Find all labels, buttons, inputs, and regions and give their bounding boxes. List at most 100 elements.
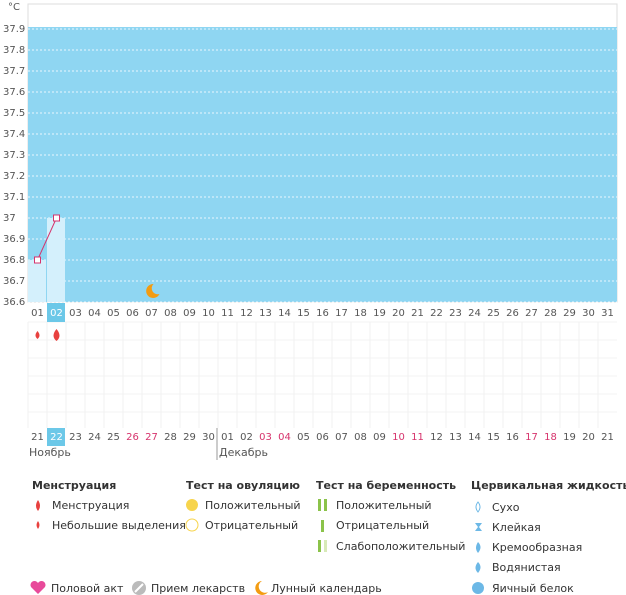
date-label: 11	[411, 432, 424, 443]
date-label: 24	[88, 432, 101, 443]
date-label: 14	[468, 432, 481, 443]
y-tick-label: 37.3	[3, 150, 25, 161]
y-tick-label: 37.1	[3, 192, 25, 203]
icon	[30, 580, 46, 594]
legend-title: Менструация	[32, 479, 116, 492]
selected-day	[47, 303, 65, 322]
legend-item: Менструация	[52, 499, 129, 512]
date-label: 08	[354, 432, 367, 443]
legend-item: Половой акт	[51, 582, 124, 595]
y-tick-label: 36.6	[3, 297, 25, 308]
legend-item: Клейкая	[492, 521, 541, 534]
icon	[318, 540, 321, 552]
y-tick-label: 37.2	[3, 171, 25, 182]
legend-item: Отрицательный	[205, 519, 298, 532]
date-label: 23	[69, 432, 82, 443]
x-tick-label: 23	[449, 308, 462, 319]
legend: Менструация Менструация Небольшие выделе…	[30, 479, 626, 595]
x-tick-label: 18	[354, 308, 367, 319]
legend-item: Водянистая	[492, 561, 561, 574]
x-tick-label: 16	[316, 308, 329, 319]
date-label: 06	[316, 432, 329, 443]
date-label: 15	[487, 432, 500, 443]
icon	[185, 518, 199, 532]
date-label: 25	[107, 432, 120, 443]
x-tick-label: 29	[563, 308, 576, 319]
x-tick-label: 14	[278, 308, 291, 319]
temp-point	[34, 256, 41, 264]
legend-item: Яичный белок	[492, 582, 574, 595]
icon	[318, 499, 321, 511]
y-tick-label: 37.9	[3, 24, 25, 35]
x-tick-label: 30	[582, 308, 595, 319]
x-tick-label: 19	[373, 308, 386, 319]
selected-date	[47, 428, 65, 446]
icon	[472, 582, 484, 594]
date-label: 01	[221, 432, 234, 443]
icon	[324, 540, 327, 552]
temp-line	[37, 217, 57, 261]
icon	[255, 581, 268, 595]
legend-item: Положительный	[205, 499, 301, 512]
date-label: 29	[183, 432, 196, 443]
icon	[36, 500, 40, 511]
x-tick-label: 08	[164, 308, 177, 319]
x-tick-label: 07	[145, 308, 158, 319]
month-label: Ноябрь	[29, 446, 71, 459]
icon	[134, 583, 144, 593]
icon	[321, 520, 324, 532]
legend-item: Слабоположительный	[336, 540, 465, 553]
date-label: 26	[126, 432, 139, 443]
date-label: 16	[506, 432, 519, 443]
date-label: 28	[164, 432, 177, 443]
legend-item: Небольшие выделения	[52, 519, 186, 532]
date-label: 21	[31, 432, 44, 443]
legend-item: Прием лекарств	[151, 582, 245, 595]
legend-item: Лунный календарь	[271, 582, 382, 595]
y-tick-label: 37.5	[3, 108, 25, 119]
temp-point	[53, 214, 60, 222]
date-label: 07	[335, 432, 348, 443]
y-tick-label: 36.8	[3, 255, 25, 266]
legend-title: Цервикальная жидкость	[471, 479, 626, 492]
legend-item: Отрицательный	[336, 519, 429, 532]
y-tick-label: 36.9	[3, 234, 25, 245]
date-label: 04	[278, 432, 291, 443]
icon	[324, 499, 327, 511]
plot-area	[28, 27, 617, 302]
temp-bar	[47, 218, 65, 302]
x-tick-label: 11	[221, 308, 234, 319]
y-tick-label: 37	[3, 213, 16, 224]
x-tick-label: 31	[601, 308, 614, 319]
x-tick-label: 12	[240, 308, 253, 319]
legend-title: Тест на овуляцию	[186, 479, 300, 492]
x-tick-label: 24	[468, 308, 481, 319]
date-label: 19	[563, 432, 576, 443]
icon	[475, 501, 481, 513]
x-tick-label: 01	[31, 308, 44, 319]
temp-bar	[28, 260, 46, 302]
y-tick-label: 37.6	[3, 87, 25, 98]
x-tick-label: 10	[202, 308, 215, 319]
date-label: 22	[50, 432, 63, 443]
x-tick-label: 13	[259, 308, 272, 319]
x-tick-label: 03	[69, 308, 82, 319]
icon	[475, 523, 482, 531]
legend-item: Положительный	[336, 499, 432, 512]
x-tick-label: 15	[297, 308, 310, 319]
legend-title: Тест на беременность	[316, 479, 456, 492]
date-label: 02	[240, 432, 253, 443]
x-tick-label: 09	[183, 308, 196, 319]
unit: °C	[8, 2, 20, 13]
date-label: 13	[449, 432, 462, 443]
date-label: 10	[392, 432, 405, 443]
flow-drop	[53, 329, 60, 341]
date-label: 21	[601, 432, 614, 443]
month-label: Декабрь	[219, 446, 268, 459]
date-label: 12	[430, 432, 443, 443]
date-label: 30	[202, 432, 215, 443]
x-tick-label: 27	[525, 308, 538, 319]
date-label: 18	[544, 432, 557, 443]
x-tick-label: 02	[50, 308, 63, 319]
y-tick-label: 36.7	[3, 276, 25, 287]
